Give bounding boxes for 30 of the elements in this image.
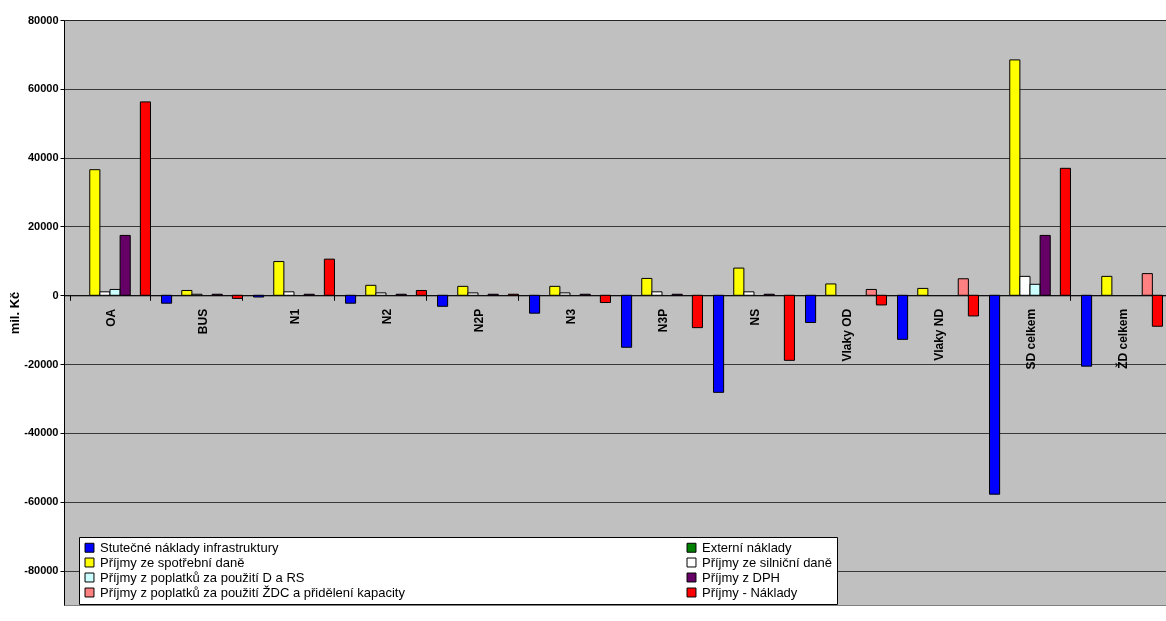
x-tick-label: SD celkem: [1023, 308, 1038, 370]
y-tick-label: 60000: [27, 82, 59, 95]
y-tick-label: 80000: [27, 13, 59, 26]
x-tick-label: Vlaky OD: [839, 308, 854, 362]
x-tick-label: N2P: [471, 308, 486, 333]
x-tick-label: N3: [563, 308, 578, 325]
legend-label: Stutečné náklady infrastruktury: [100, 539, 279, 555]
legend-label: Příjmy z poplatků za použití ŽDC a přidělení kapacity: [100, 584, 406, 600]
y-tick-label: 0: [52, 288, 59, 301]
x-tick-label: NS: [747, 308, 762, 326]
x-tick-label: OA: [103, 308, 118, 327]
legend-label: Příjmy z DPH: [702, 569, 780, 585]
x-tick-label: N1: [287, 308, 302, 325]
x-tick-label: BUS: [195, 308, 210, 335]
y-tick-label: -60000: [24, 495, 59, 508]
legend-label: Příjmy ze spotřební daně: [100, 554, 245, 570]
x-tick-label: N3P: [655, 308, 670, 333]
y-tick-label: 20000: [27, 219, 59, 232]
x-tick-label: Vlaky ND: [931, 308, 946, 361]
y-tick-label: -20000: [24, 357, 59, 370]
legend-label: Příjmy ze silniční daně: [702, 554, 833, 570]
x-tick-label: ŽD celkem: [1114, 308, 1130, 369]
y-tick-label: 40000: [27, 151, 59, 164]
x-tick-label: N2: [379, 308, 394, 325]
legend-label: Příjmy - Náklady: [702, 584, 798, 600]
legend-label: Příjmy z poplatků za použití D a RS: [100, 569, 305, 585]
legend-label: Externí náklady: [702, 539, 793, 555]
y-tick-label: -40000: [24, 426, 59, 439]
y-axis-title: mil. Kč: [7, 291, 23, 335]
y-tick-label: -80000: [24, 564, 59, 577]
